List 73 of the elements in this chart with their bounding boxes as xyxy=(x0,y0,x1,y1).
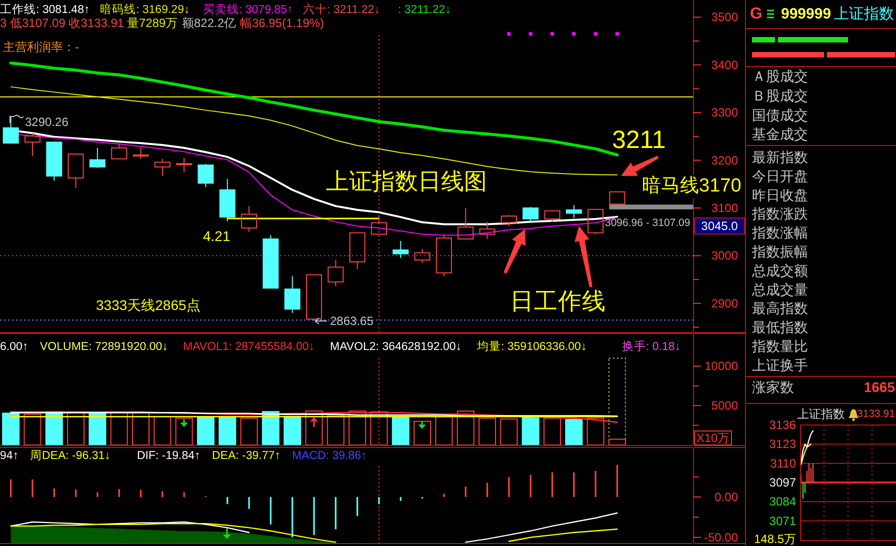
annotation: 3 低3107.09 收3133.91 xyxy=(0,16,124,30)
y-tick-label: 3000 xyxy=(711,248,738,263)
annotation: MACD: 39.86↑ xyxy=(292,450,367,462)
y-tick-label: 0.00 xyxy=(714,490,738,504)
text: : 3211.22↓ xyxy=(398,4,451,16)
annotation: 量7289万 xyxy=(127,16,178,30)
annotation: 换手: 0.18↓ xyxy=(622,339,681,353)
text: 基金成交 xyxy=(752,126,808,142)
text: 148.5万 xyxy=(754,532,796,546)
y-tick-label: 2900 xyxy=(711,296,738,310)
text: 指数振幅 xyxy=(751,244,808,260)
text: MAVOL2: 364628192.00↓ xyxy=(330,341,462,353)
text: 总成交量 xyxy=(751,281,808,298)
annotation: 4.21 xyxy=(203,228,230,244)
text: 上证指数 xyxy=(834,6,894,22)
text: Ａ股成交 xyxy=(752,68,808,84)
text: 3133.91 xyxy=(857,408,896,420)
text: MAVOL1: 287455584.00↓ xyxy=(183,341,314,353)
annotation: 额822.2亿 xyxy=(182,16,236,30)
text: 均量: 359106336.00↓ xyxy=(476,340,587,353)
text: G xyxy=(750,6,762,22)
annotation: 六十: 3211.22↓ xyxy=(303,2,380,16)
text: DEA: -39.77↑ xyxy=(212,450,280,462)
y-tick-label: 3400 xyxy=(711,58,738,72)
annotation: 94↑ xyxy=(0,450,19,462)
y-tick-label: 3097 xyxy=(769,476,796,490)
text: Ｂ股成交 xyxy=(752,88,808,104)
text: 指数量比 xyxy=(751,338,808,354)
text: 工作线: 3081.48↑ xyxy=(0,3,90,16)
text: 涨家数 xyxy=(752,379,794,395)
text: DIF: -19.84↑ xyxy=(137,450,200,462)
text: 今日开盘 xyxy=(752,168,808,184)
annotation: 3096.96 - 3107.09 xyxy=(605,217,690,229)
text: 最低指数 xyxy=(752,319,808,336)
text: 最高指数 xyxy=(752,300,808,316)
text: 暗码线: 3169.29↓ xyxy=(100,2,190,16)
annotation: 3290.26 xyxy=(25,115,69,129)
y-tick-label: 5000 xyxy=(711,398,738,413)
y-tick-label: 3300 xyxy=(711,106,738,120)
text: 999999 xyxy=(781,6,832,22)
text: 1665 xyxy=(864,379,896,395)
annotation: 幅36.95(1.19%) xyxy=(240,16,324,30)
y-tick-label: 3100 xyxy=(711,200,738,215)
text: 买卖线: 3079.85↑ xyxy=(203,3,293,16)
y-tick-label: 3136 xyxy=(769,418,796,432)
y-tick-label: 3200 xyxy=(711,153,738,168)
y-tick-label: 10000 xyxy=(704,359,738,374)
annotation: 6.00↑ xyxy=(0,341,28,353)
y-axis-title: X10万 xyxy=(696,431,730,445)
y-tick-label: 3071 xyxy=(769,514,796,528)
text: 指数涨幅 xyxy=(751,224,808,241)
text: 指数涨跌 xyxy=(751,206,808,222)
annotation: 主营利润率：- xyxy=(3,40,79,54)
y-tick-label: 3084 xyxy=(769,494,796,509)
annotation: 3333天线2865点 xyxy=(96,297,200,313)
annotation: 日工作线 xyxy=(510,288,606,314)
annotation: 周DEA: -96.31↓ xyxy=(30,449,110,462)
annotation: 3211 xyxy=(612,126,666,154)
y-tick-label: 3110 xyxy=(770,456,796,470)
annotation: VOLUME: 72891920.00↓ xyxy=(40,341,168,353)
text: 3045.0 xyxy=(701,219,738,233)
text: 昨日收盘 xyxy=(752,186,808,203)
y-tick-label: 3500 xyxy=(711,10,738,24)
y-tick-label: -50.00 xyxy=(704,530,738,544)
text: 最新指数 xyxy=(752,149,808,165)
chart-title: 上证指数 xyxy=(797,407,845,421)
text: 国债成交 xyxy=(752,107,808,123)
annotation: 上证指数日线图 xyxy=(326,168,487,194)
text: 总成交额 xyxy=(751,262,808,278)
text: 上证换手 xyxy=(752,356,808,373)
y-tick-label: 3123 xyxy=(769,437,796,452)
annotation: 暗马线3170 xyxy=(642,174,742,196)
annotation: 2863.65 xyxy=(330,314,374,328)
